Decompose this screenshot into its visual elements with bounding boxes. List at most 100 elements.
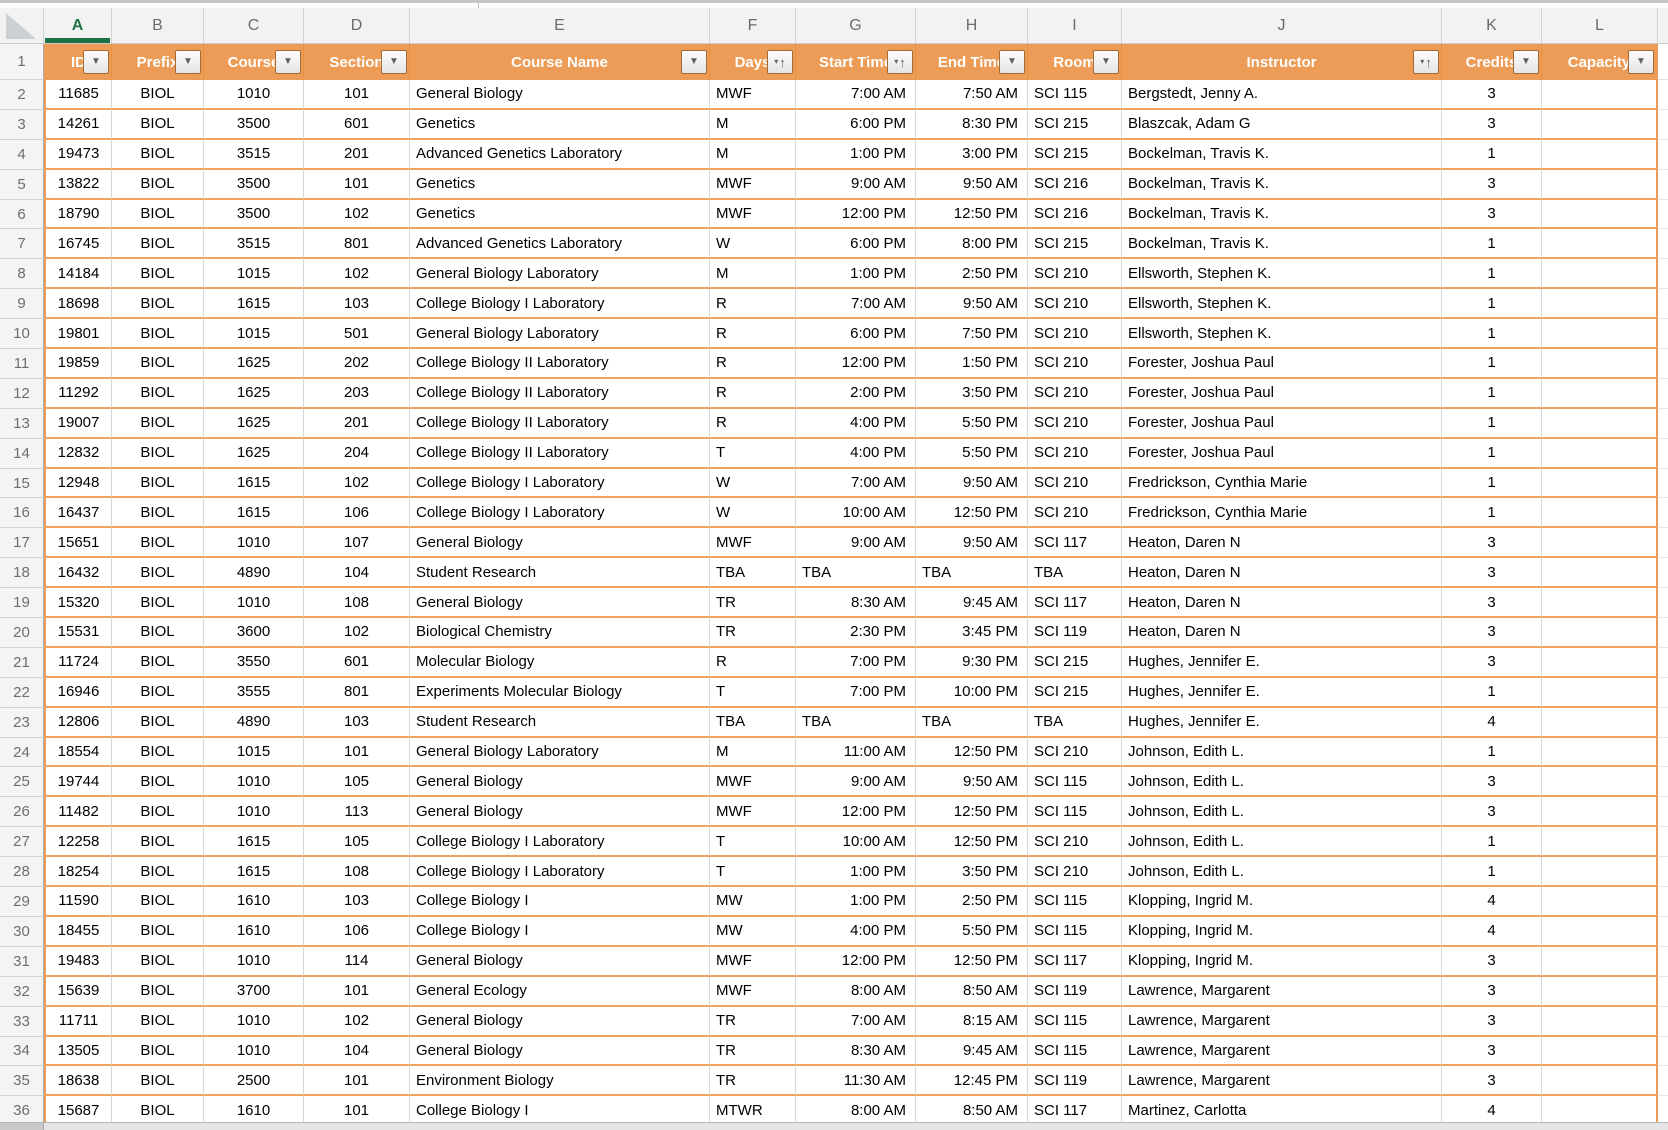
cell-start-time[interactable]: 10:00 AM: [796, 498, 916, 529]
row-number-36[interactable]: 36: [0, 1096, 44, 1122]
cell-credits[interactable]: 3: [1442, 1066, 1542, 1097]
cell-room[interactable]: SCI 115: [1028, 916, 1122, 947]
cell-course[interactable]: 1010: [204, 1006, 304, 1037]
cell-credits[interactable]: 3: [1442, 109, 1542, 140]
cell-prefix[interactable]: BIOL: [112, 588, 204, 619]
cell-room[interactable]: SCI 115: [1028, 1006, 1122, 1037]
row-number-29[interactable]: 29: [0, 887, 44, 917]
cell-room[interactable]: SCI 117: [1028, 528, 1122, 559]
cell-days[interactable]: R: [710, 647, 796, 678]
row-number-16[interactable]: 16: [0, 498, 44, 529]
cell-section[interactable]: 601: [304, 647, 410, 678]
cell-capacity[interactable]: [1542, 199, 1658, 230]
cell-instructor[interactable]: Fredrickson, Cynthia Marie: [1122, 498, 1442, 529]
cell-room[interactable]: SCI 210: [1028, 259, 1122, 290]
cell-id[interactable]: 16745: [44, 229, 112, 260]
cell-room[interactable]: TBA: [1028, 707, 1122, 738]
cell-capacity[interactable]: [1542, 468, 1658, 499]
cell-course[interactable]: 3600: [204, 618, 304, 648]
cell-credits[interactable]: 3: [1442, 528, 1542, 559]
cell-course[interactable]: 1615: [204, 498, 304, 529]
row-number-17[interactable]: 17: [0, 528, 44, 559]
cell-prefix[interactable]: BIOL: [112, 916, 204, 947]
cell-instructor[interactable]: Johnson, Edith L.: [1122, 737, 1442, 768]
header-cell-end-time[interactable]: End Time ▼: [916, 44, 1028, 80]
cell-course[interactable]: 1610: [204, 887, 304, 917]
cell-days[interactable]: MWF: [710, 767, 796, 798]
cell-id[interactable]: 14261: [44, 109, 112, 140]
cell-id[interactable]: 12806: [44, 707, 112, 738]
cell-capacity[interactable]: [1542, 677, 1658, 708]
cell-id[interactable]: 19801: [44, 319, 112, 350]
cell-course[interactable]: 1625: [204, 408, 304, 439]
cell-course[interactable]: 3555: [204, 677, 304, 708]
filter-button[interactable]: ▼: [275, 50, 301, 74]
cell-credits[interactable]: 3: [1442, 647, 1542, 678]
cell-section[interactable]: 601: [304, 109, 410, 140]
cell-room[interactable]: SCI 210: [1028, 438, 1122, 469]
cell-start-time[interactable]: 1:00 PM: [796, 259, 916, 290]
cell-section[interactable]: 101: [304, 737, 410, 768]
cell-id[interactable]: 18638: [44, 1066, 112, 1097]
cell-end-time[interactable]: 9:50 AM: [916, 289, 1028, 320]
cell-section[interactable]: 801: [304, 229, 410, 260]
cell-course[interactable]: 3515: [204, 139, 304, 170]
cell-prefix[interactable]: BIOL: [112, 349, 204, 379]
cell-prefix[interactable]: BIOL: [112, 797, 204, 828]
cell-credits[interactable]: 1: [1442, 319, 1542, 350]
cell-instructor[interactable]: Blaszcak, Adam G: [1122, 109, 1442, 140]
cell-days[interactable]: MWF: [710, 80, 796, 110]
cell-days[interactable]: W: [710, 229, 796, 260]
row-number-21[interactable]: 21: [0, 647, 44, 678]
header-cell-capacity[interactable]: Capacity ▼: [1542, 44, 1658, 80]
cell-capacity[interactable]: [1542, 1096, 1658, 1122]
cell-capacity[interactable]: [1542, 647, 1658, 678]
row-number-1[interactable]: 1: [0, 44, 44, 80]
cell-capacity[interactable]: [1542, 229, 1658, 260]
cell-prefix[interactable]: BIOL: [112, 946, 204, 977]
cell-course[interactable]: 4890: [204, 707, 304, 738]
cell-start-time[interactable]: 2:00 PM: [796, 378, 916, 409]
cell-credits[interactable]: 1: [1442, 229, 1542, 260]
cell-credits[interactable]: 1: [1442, 677, 1542, 708]
cell-prefix[interactable]: BIOL: [112, 139, 204, 170]
cell-end-time[interactable]: 7:50 AM: [916, 80, 1028, 110]
cell-capacity[interactable]: [1542, 319, 1658, 350]
cell-credits[interactable]: 3: [1442, 1006, 1542, 1037]
cell-end-time[interactable]: 8:00 PM: [916, 229, 1028, 260]
cell-start-time[interactable]: 1:00 PM: [796, 887, 916, 917]
cell-course[interactable]: 1015: [204, 737, 304, 768]
filter-button[interactable]: ▼: [681, 50, 707, 74]
cell-id[interactable]: 15639: [44, 976, 112, 1007]
cell-days[interactable]: T: [710, 438, 796, 469]
cell-days[interactable]: MW: [710, 916, 796, 947]
cell-instructor[interactable]: Johnson, Edith L.: [1122, 857, 1442, 888]
cell-start-time[interactable]: 8:30 AM: [796, 588, 916, 619]
cell-course-name[interactable]: College Biology I Laboratory: [410, 498, 710, 529]
cell-instructor[interactable]: Lawrence, Margarent: [1122, 1066, 1442, 1097]
cell-instructor[interactable]: Lawrence, Margarent: [1122, 1006, 1442, 1037]
cell-instructor[interactable]: Klopping, Ingrid M.: [1122, 946, 1442, 977]
cell-prefix[interactable]: BIOL: [112, 887, 204, 917]
row-number-32[interactable]: 32: [0, 976, 44, 1007]
cell-prefix[interactable]: BIOL: [112, 827, 204, 858]
cell-course-name[interactable]: General Biology Laboratory: [410, 737, 710, 768]
sort-filter-button[interactable]: ▾ ↑: [1413, 50, 1439, 74]
cell-course-name[interactable]: College Biology I: [410, 887, 710, 917]
cell-end-time[interactable]: 3:50 PM: [916, 378, 1028, 409]
cell-room[interactable]: SCI 115: [1028, 797, 1122, 828]
cell-instructor[interactable]: Heaton, Daren N: [1122, 618, 1442, 648]
cell-section[interactable]: 102: [304, 468, 410, 499]
column-letter-g[interactable]: G: [796, 8, 916, 44]
cell-course[interactable]: 1010: [204, 767, 304, 798]
cell-capacity[interactable]: [1542, 498, 1658, 529]
cell-instructor[interactable]: Lawrence, Margarent: [1122, 976, 1442, 1007]
cell-course[interactable]: 1625: [204, 378, 304, 409]
cell-days[interactable]: TBA: [710, 558, 796, 589]
cell-section[interactable]: 101: [304, 80, 410, 110]
cell-prefix[interactable]: BIOL: [112, 737, 204, 768]
cell-start-time[interactable]: 9:00 AM: [796, 528, 916, 559]
cell-room[interactable]: SCI 117: [1028, 588, 1122, 619]
cell-course-name[interactable]: Advanced Genetics Laboratory: [410, 139, 710, 170]
row-number-13[interactable]: 13: [0, 408, 44, 439]
